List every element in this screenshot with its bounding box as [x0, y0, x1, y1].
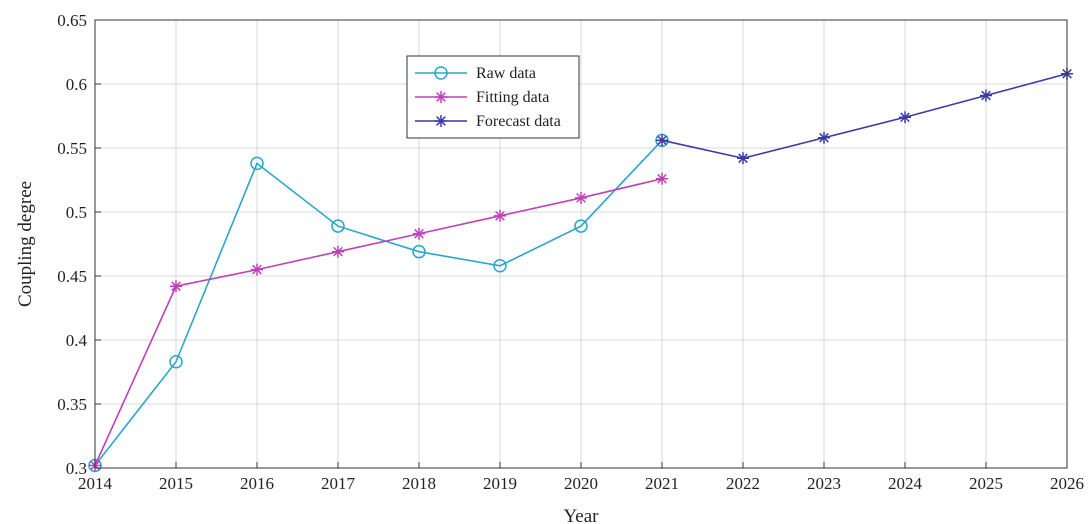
- y-tick-label: 0.3: [66, 459, 87, 478]
- data-point-forecast-data: [818, 131, 830, 144]
- x-tick-label: 2026: [1050, 474, 1084, 493]
- data-point-fitting-data: [656, 172, 668, 185]
- legend-marker: [435, 91, 447, 103]
- x-tick-label: 2014: [78, 474, 113, 493]
- x-tick-label: 2025: [969, 474, 1003, 493]
- y-tick-label: 0.55: [57, 139, 87, 158]
- legend-label: Forecast data: [476, 113, 561, 130]
- data-point-raw-data: [169, 355, 183, 369]
- legend: Raw data Fitting data Forecast data: [406, 55, 580, 139]
- x-tick-label: 2021: [645, 474, 679, 493]
- legend-item-fitting-data: Fitting data: [415, 89, 549, 106]
- x-axis-ticks: 2014 2015 2016 2017 2018 2019 2020 2021 2022 2023…: [78, 462, 1084, 493]
- x-axis-title: Year: [563, 506, 599, 524]
- x-tick-label: 2016: [240, 474, 274, 493]
- data-point-raw-data: [250, 156, 264, 171]
- data-point-raw-data: [493, 259, 507, 273]
- data-point-fitting-data: [332, 245, 344, 258]
- data-point-forecast-data: [980, 89, 992, 102]
- data-point-fitting-data: [170, 280, 182, 293]
- data-point-raw-data: [331, 219, 345, 233]
- data-point-raw-data: [412, 244, 426, 259]
- data-point-fitting-data: [494, 209, 506, 222]
- x-tick-label: 2022: [726, 474, 760, 493]
- x-tick-label: 2024: [888, 474, 923, 493]
- y-axis-ticks: 0.3 0.35 0.4 0.45 0.5 0.55 0.6 0.65: [57, 11, 101, 478]
- x-tick-label: 2019: [483, 474, 517, 493]
- data-point-forecast-data: [899, 111, 911, 124]
- x-tick-label: 2015: [159, 474, 193, 493]
- legend-label: Fitting data: [476, 89, 549, 106]
- data-point-fitting-data: [413, 227, 425, 240]
- data-point-fitting-data: [575, 191, 587, 204]
- y-tick-label: 0.45: [57, 267, 87, 286]
- legend-label: Raw data: [476, 65, 536, 82]
- data-point-raw-data: [574, 219, 588, 233]
- y-tick-label: 0.65: [57, 11, 87, 30]
- data-point-fitting-data: [251, 263, 263, 276]
- y-axis-title: Coupling degree: [15, 181, 36, 307]
- grid: [94, 19, 1068, 469]
- x-tick-label: 2020: [564, 474, 598, 493]
- x-tick-label: 2018: [402, 474, 436, 493]
- series-layer: [88, 67, 1073, 473]
- y-tick-label: 0.5: [66, 203, 87, 222]
- y-tick-label: 0.4: [66, 331, 88, 350]
- series-line-fitting-data: [94, 177, 663, 466]
- series-forecast-data: [656, 67, 1073, 165]
- legend-marker: [435, 115, 447, 127]
- legend-marker: [434, 66, 448, 80]
- data-point-forecast-data: [656, 134, 668, 147]
- series-line-forecast-data: [661, 72, 1068, 160]
- data-point-forecast-data: [737, 152, 749, 165]
- y-tick-label: 0.6: [66, 75, 87, 94]
- legend-item-forecast-data: Forecast data: [415, 113, 561, 130]
- x-tick-label: 2023: [807, 474, 841, 493]
- x-tick-label: 2017: [321, 474, 356, 493]
- legend-item-raw-data: Raw data: [415, 65, 536, 82]
- plot-frame: [94, 19, 1068, 469]
- series-fitting-data: [89, 172, 668, 472]
- y-tick-label: 0.35: [57, 395, 87, 414]
- series-line-raw-data: [94, 139, 663, 466]
